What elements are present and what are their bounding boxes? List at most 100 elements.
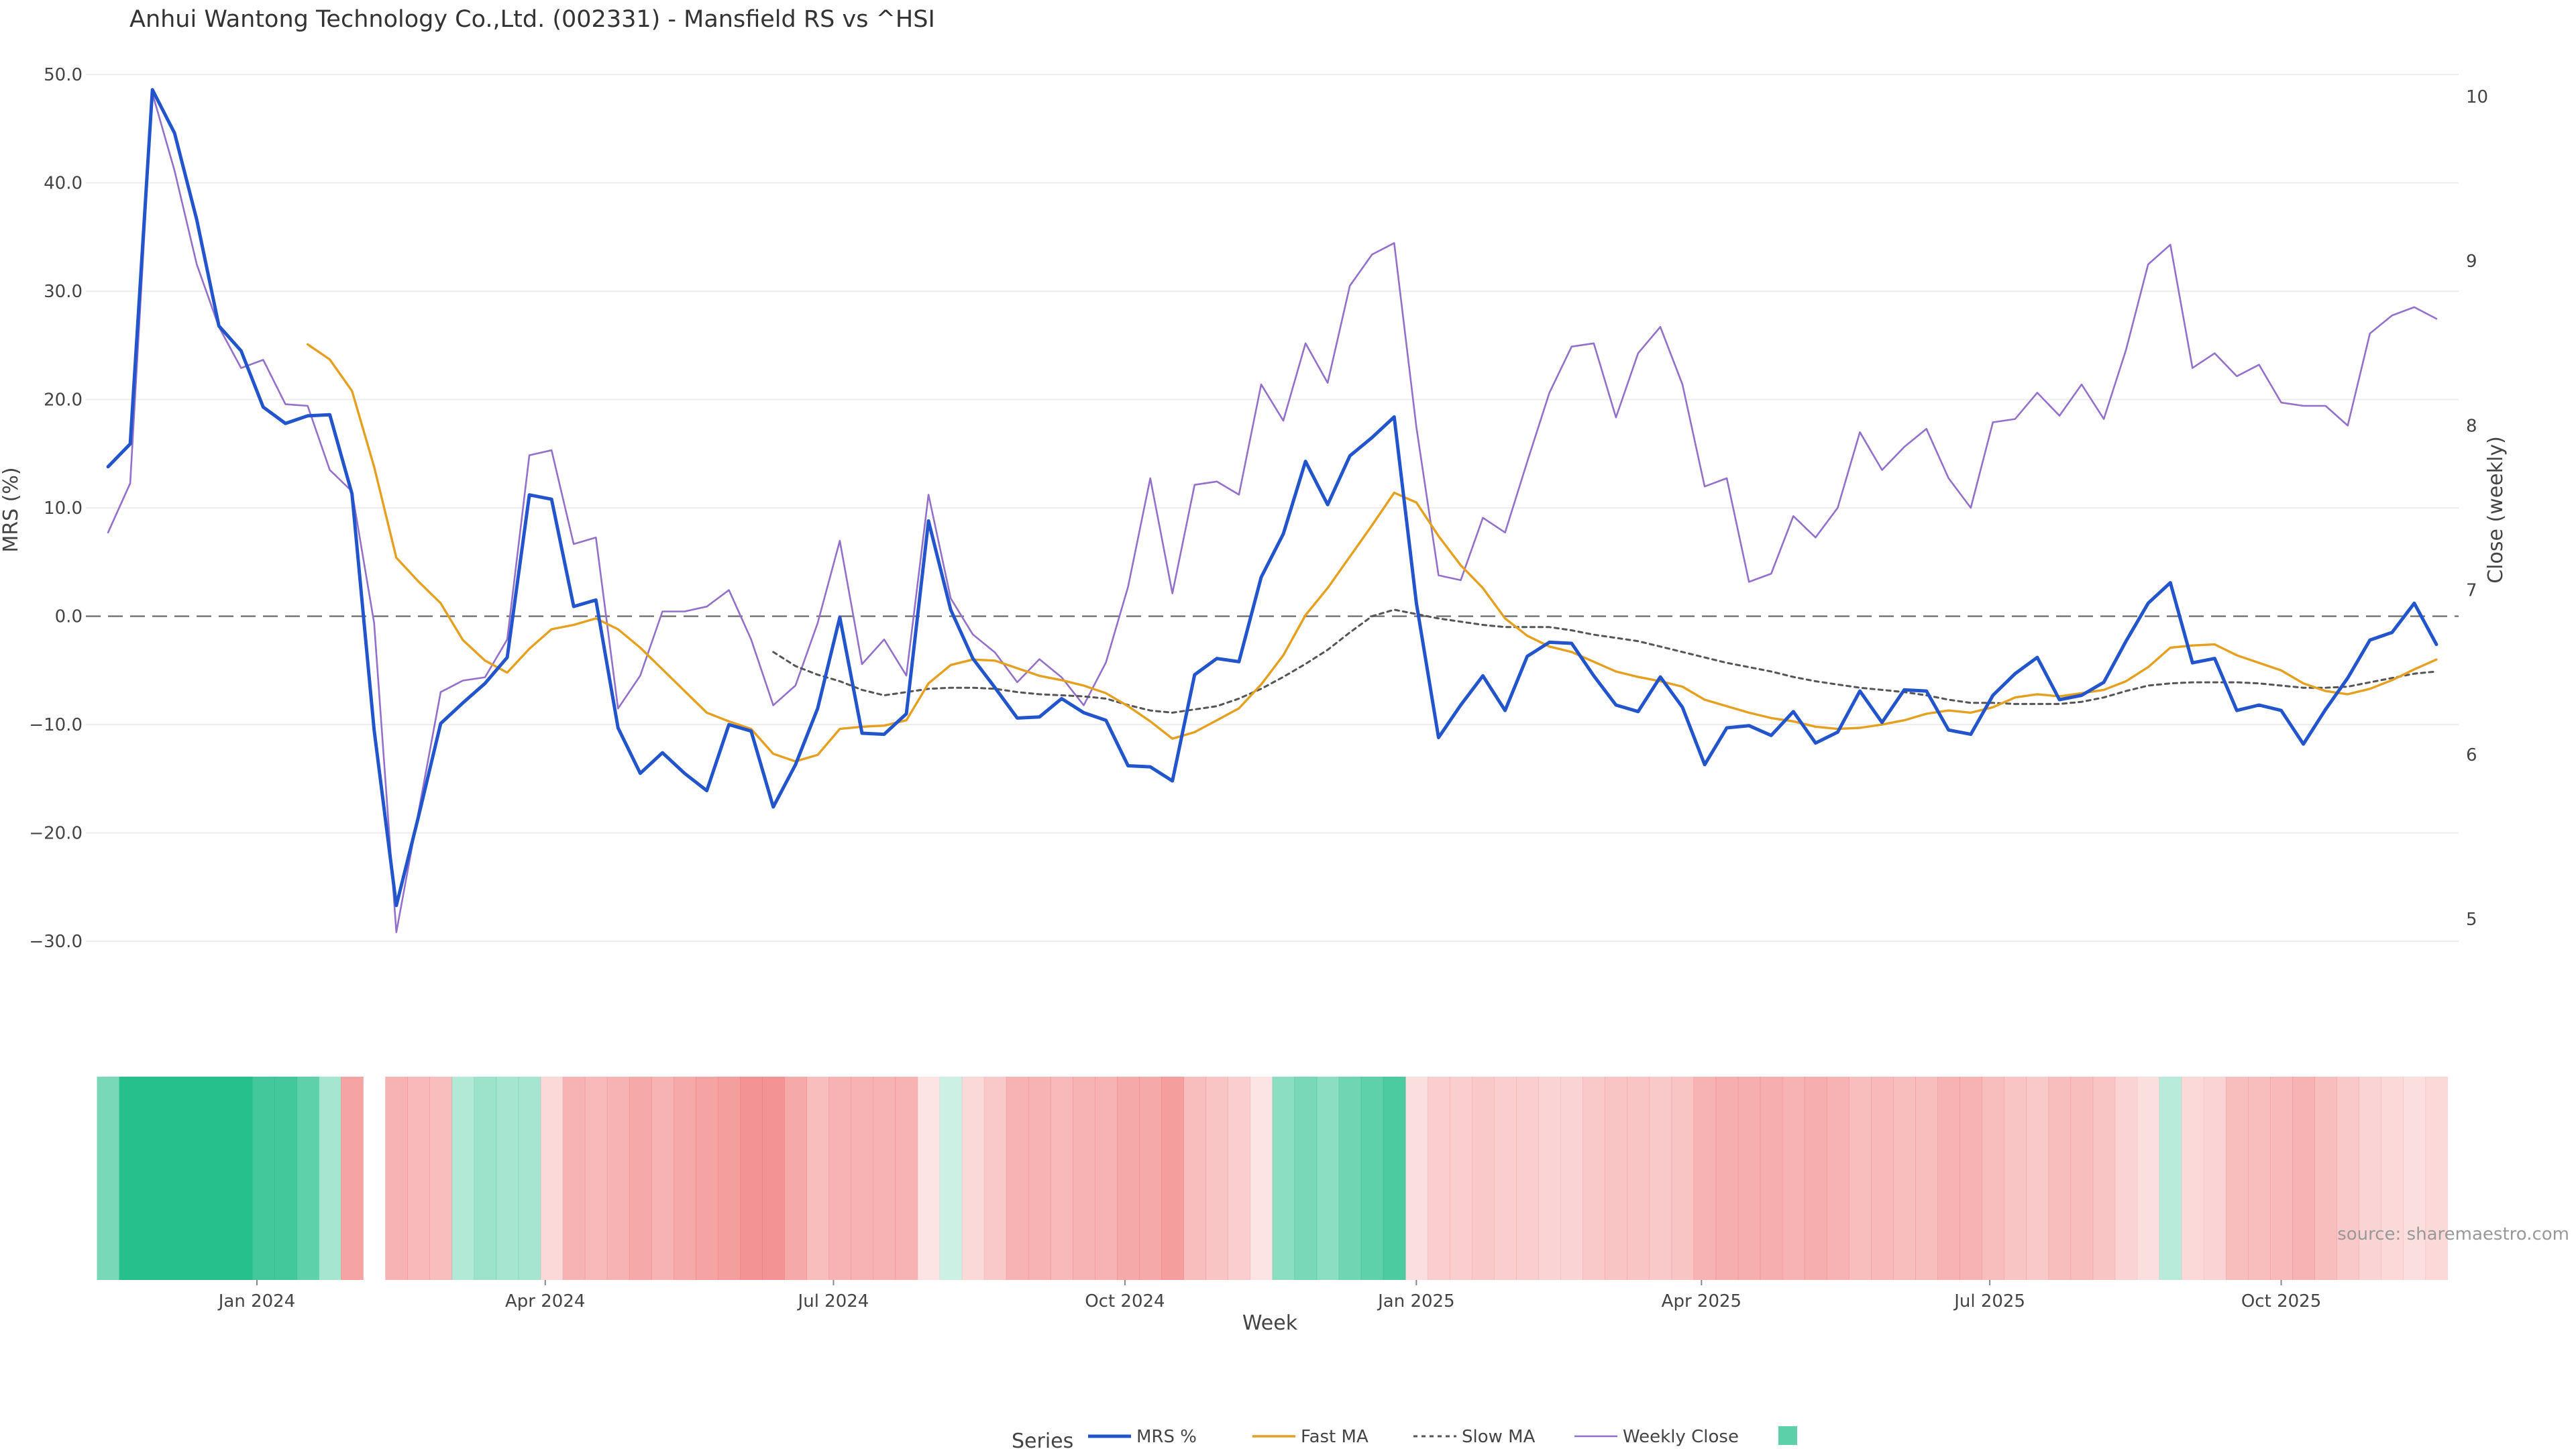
heatmap-cell — [518, 1077, 541, 1280]
heatmap-cell — [983, 1077, 1007, 1280]
heatmap-cell — [2092, 1077, 2116, 1280]
heatmap-cell — [341, 1077, 364, 1280]
heatmap-cell — [1960, 1077, 1982, 1280]
legend-swatch-heatmap — [1778, 1426, 1797, 1445]
heatmap-cell — [119, 1077, 142, 1280]
heatmap-cell — [1937, 1077, 1960, 1280]
legend-title: Series — [1012, 1430, 1073, 1449]
series-layer — [106, 88, 2438, 933]
x-axis-title: Week — [1242, 1311, 1298, 1335]
heatmap-cell — [1449, 1077, 1472, 1280]
heatmap-cell — [540, 1077, 564, 1280]
heatmap-cell — [407, 1077, 430, 1280]
x-tick-label: Jul 2024 — [797, 1291, 869, 1311]
heatmap-cell — [1006, 1077, 1029, 1280]
series-line-weekly-close — [107, 92, 2438, 933]
heatmap-cell — [2248, 1077, 2271, 1280]
legend-label: Fast MA — [1301, 1427, 1368, 1447]
heatmap-cell — [806, 1077, 829, 1280]
legend: Series MRS % Fast MA Slow MA Weekly Close — [1012, 1426, 1797, 1449]
heatmap-cell — [2225, 1077, 2249, 1280]
heatmap-cell — [1360, 1077, 1384, 1280]
heatmap-cell — [784, 1077, 807, 1280]
heatmap-cell — [1627, 1077, 1650, 1280]
heatmap-cell — [1228, 1077, 1251, 1280]
y2-axis-title: Close (weekly) — [2484, 436, 2508, 584]
y-tick-label: 20.0 — [44, 390, 83, 411]
heatmap-cell — [2292, 1077, 2315, 1280]
heatmap-cell — [2425, 1077, 2449, 1280]
series-line-mrs — [106, 88, 2438, 908]
x-tick-label: Jan 2024 — [217, 1291, 296, 1311]
legend-label: Slow MA — [1462, 1427, 1536, 1447]
heatmap-cell — [2137, 1077, 2160, 1280]
heatmap-cell — [1915, 1077, 1938, 1280]
x-tick-label: Oct 2024 — [1085, 1291, 1165, 1311]
heatmap-cell — [1516, 1077, 1539, 1280]
series-line-slow-ma — [772, 608, 2438, 714]
heatmap-cell — [1893, 1077, 1916, 1280]
heatmap-cell — [696, 1077, 718, 1280]
y-tick-label: −30.0 — [29, 932, 83, 952]
heatmap-cell — [1494, 1077, 1517, 1280]
heatmap-cell — [2114, 1077, 2138, 1280]
y-tick-label: 50.0 — [44, 65, 83, 85]
heatmap-cell — [1427, 1077, 1450, 1280]
heatmap-cell — [762, 1077, 785, 1280]
heatmap-cell — [185, 1077, 209, 1280]
heatmap-cell — [629, 1077, 652, 1280]
heatmap-cell — [496, 1077, 519, 1280]
heatmap-cell — [606, 1077, 630, 1280]
heatmap-cell — [584, 1077, 608, 1280]
heatmap-cell — [651, 1077, 674, 1280]
heatmap-cell — [1472, 1077, 1495, 1280]
heatmap-cell — [385, 1077, 408, 1280]
x-tick-label: Jul 2025 — [1953, 1291, 2025, 1311]
heatmap-cell — [1715, 1077, 1739, 1280]
y2-tick-label: 6 — [2466, 745, 2477, 765]
heatmap-cell — [674, 1077, 696, 1280]
y2-axis-ticks: 10 9 8 7 6 5 — [2466, 87, 2488, 930]
heatmap-cell — [252, 1077, 275, 1280]
heatmap-cell — [97, 1077, 120, 1280]
heatmap-cell — [1316, 1077, 1340, 1280]
heatmap-cell — [2403, 1077, 2426, 1280]
heatmap-cell — [2159, 1077, 2182, 1280]
heatmap-cell — [1538, 1077, 1561, 1280]
y-axis-ticks: 50.0 40.0 30.0 20.0 10.0 0.0 −10.0 −20.0 −30.0 — [29, 65, 83, 952]
heatmap-cell — [917, 1077, 941, 1280]
heatmap-cell — [429, 1077, 453, 1280]
source-note: source: sharemaestro.com — [2337, 1224, 2569, 1244]
heatmap-cell — [1338, 1077, 1362, 1280]
heatmap-cell — [1073, 1077, 1095, 1280]
heatmap-cell — [2314, 1077, 2337, 1280]
heatmap-cell — [2270, 1077, 2293, 1280]
legend-label: Weekly Close — [1623, 1427, 1739, 1447]
gridlines — [86, 74, 2459, 943]
heatmap-cell — [1383, 1077, 1406, 1280]
heatmap-cell — [2337, 1077, 2359, 1280]
heatmap-cell — [1649, 1077, 1672, 1280]
heatmap-cell — [1272, 1077, 1295, 1280]
heatmap-cell — [828, 1077, 852, 1280]
heatmap-cell — [1405, 1077, 1428, 1280]
heatmap-cell — [2004, 1077, 2027, 1280]
heatmap-cell — [1250, 1077, 1273, 1280]
heatmap-cell — [1782, 1077, 1805, 1280]
heatmap-cell — [2026, 1077, 2049, 1280]
y-tick-label: −20.0 — [29, 824, 83, 844]
legend-label: MRS % — [1136, 1427, 1197, 1447]
y2-tick-label: 10 — [2466, 87, 2488, 107]
heatmap-cell — [141, 1077, 164, 1280]
heatmap-cell — [1871, 1077, 1894, 1280]
heatmap-cell — [2070, 1077, 2094, 1280]
heatmap-cell — [961, 1077, 985, 1280]
heatmap-cell — [1205, 1077, 1228, 1280]
heatmap-cell — [1605, 1077, 1627, 1280]
heatmap-cell — [1560, 1077, 1583, 1280]
heatmap-cell — [1161, 1077, 1184, 1280]
y-tick-label: 30.0 — [44, 282, 83, 302]
heatmap-cell — [851, 1077, 874, 1280]
heatmap-cell — [1582, 1077, 1605, 1280]
